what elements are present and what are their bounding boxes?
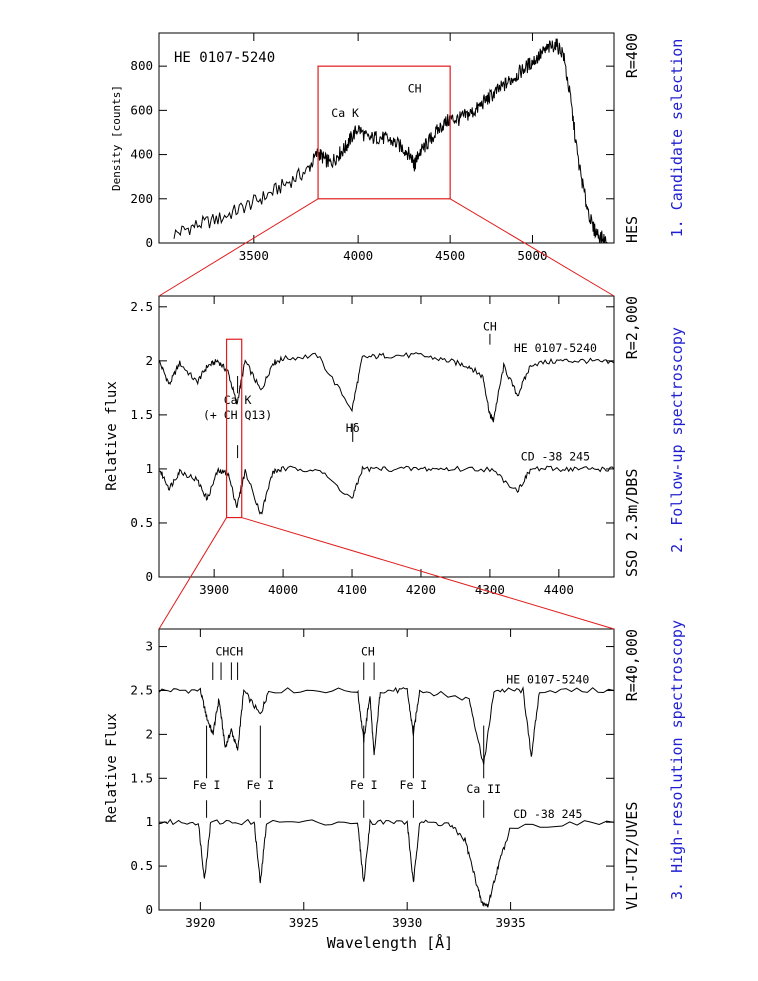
middle-resolution-label: R=2,000 [623,296,641,359]
annotation-label: CHCH [215,644,243,658]
y-tick-label: 0.5 [130,858,153,873]
annotation-label: Ca II [466,782,501,796]
zoom-connectors [158,198,615,818]
spectra-group [173,38,608,243]
annotation-label: HE 0107-5240 [506,672,589,686]
middle-instrument-label: SSO 2.3m/DBS [623,469,641,577]
y-tick-label: 1.5 [130,407,153,422]
y-tick-label: 200 [130,191,153,206]
bottom-instrument-label: VLT-UT2/UVES [623,802,641,910]
annotation-label: Fe I [400,778,428,792]
zoom-box [225,338,243,519]
y-tick-label: 1 [145,461,153,476]
x-tick-label: 3930 [392,915,422,930]
bottom-panel-frame [158,628,615,911]
annotation-label: Ca K [224,393,252,407]
zoom-connector-left [158,198,319,297]
middle-panel-plot: 3900 4000 4100 4200 4300 4400 0 0.5 1 1.5 2 2.5 Ca K… [130,296,614,597]
stage-3-label: 3. High-resolution spectroscopy [668,620,686,900]
spectra-group [159,686,614,908]
middle-panel-frame [158,295,615,578]
zoom-connector-right [241,517,615,630]
y-tick-label: 400 [130,147,153,162]
top-panel-plot: 3500 4000 4500 5000 0 200 400 600 800 Ca K CH [130,33,614,263]
x-tick-label: 4500 [435,248,465,263]
top-star-label: HE 0107-5240 [174,50,275,66]
bottom-resolution-label: R=40,000 [623,629,641,701]
annotation-label: Fe I [246,778,274,792]
spectrum-line-he-0107-5240 [159,352,614,423]
annotation-label: (+ CH Q13) [203,408,272,422]
x-tick-label: 3500 [239,248,269,263]
y-tick-label: 0 [145,902,153,917]
x-tick-label: 4200 [406,582,436,597]
annotation-label: Fe I [350,778,378,792]
x-tick-label: 3925 [289,915,319,930]
x-tick-label: 3920 [185,915,215,930]
spectrum-line-he-0107-5240 [159,686,614,765]
annotation-label: HE 0107-5240 [514,341,597,355]
x-tick-label: 4100 [337,582,367,597]
zoom-connector-right [449,198,615,297]
zoom-box [317,65,451,200]
y-tick-label: 800 [130,58,153,73]
y-tick-label: 1.5 [130,770,153,785]
y-tick-label: 0.5 [130,515,153,530]
x-tick-label: 5000 [517,248,547,263]
y-tick-label: 0 [145,235,153,250]
spectrum-line-cd-38-245 [159,465,614,515]
y-tick-label: 2.5 [130,299,153,314]
zoom-connector-left [158,517,227,630]
spectra-group [159,352,614,515]
y-tick-label: 1 [145,814,153,829]
y-tick-label: 0 [145,569,153,584]
bottom-ylabel: Relative Flux [104,713,120,823]
spectrum-line-series [173,38,608,243]
spectrum-line-cd-38-245 [159,818,614,908]
y-tick-label: 2 [145,726,153,741]
top-resolution-label: R=400 [623,33,641,78]
top-ylabel: Density [counts] [110,85,123,191]
annotation-label: CH [483,320,497,334]
stage-1-label: 1. Candidate selection [668,39,686,238]
y-tick-label: 600 [130,102,153,117]
y-tick-label: 2.5 [130,682,153,697]
annotation-label: CD -38 245 [513,807,582,821]
x-tick-label: 4400 [544,582,574,597]
annotation-label: CH [361,644,375,658]
top-instrument-label: HES [623,216,641,243]
top-panel-frame [158,32,615,244]
x-tick-label: 3935 [496,915,526,930]
y-tick-label: 3 [145,639,153,654]
bottom-xlabel: Wavelength [Å] [327,933,453,952]
middle-ylabel: Relative flux [104,381,120,491]
annotation-label: Fe I [193,778,221,792]
annotation-label: CD -38 245 [521,449,590,463]
x-tick-label: 4000 [343,248,373,263]
stage-2-label: 2. Follow-up spectroscopy [668,327,686,553]
x-tick-label: 3900 [199,582,229,597]
x-tick-label: 4000 [268,582,298,597]
annotation-label: Ca K [331,106,359,120]
y-tick-label: 2 [145,353,153,368]
annotation-label: CH [408,82,422,96]
x-tick-label: 4300 [475,582,505,597]
